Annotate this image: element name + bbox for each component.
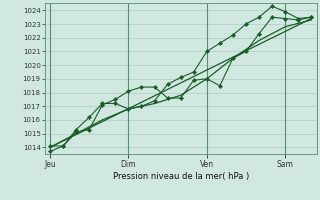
X-axis label: Pression niveau de la mer( hPa ): Pression niveau de la mer( hPa ) xyxy=(113,172,249,181)
